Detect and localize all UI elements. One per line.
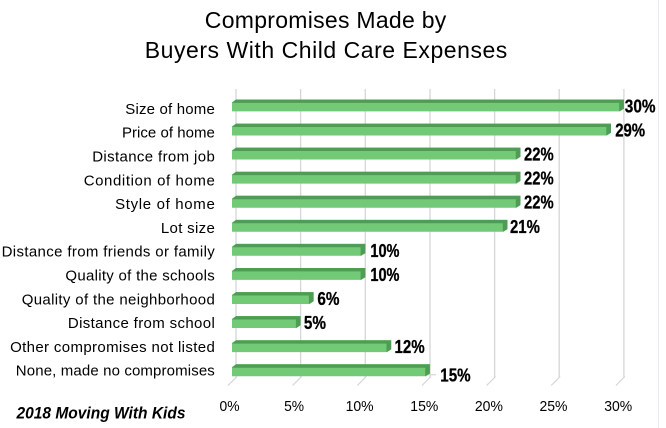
svg-text:Style of home: Style of home: [115, 196, 215, 213]
svg-text:30%: 30%: [625, 96, 656, 116]
svg-text:10%: 10%: [370, 265, 399, 285]
svg-text:Size of home: Size of home: [125, 101, 214, 118]
svg-text:Lot size: Lot size: [161, 220, 215, 237]
svg-text:0%: 0%: [220, 398, 240, 415]
svg-text:15%: 15%: [410, 398, 438, 415]
svg-text:29%: 29%: [615, 121, 645, 141]
svg-text:5%: 5%: [284, 398, 304, 415]
svg-text:Distance from friends or famil: Distance from friends or family: [2, 244, 216, 261]
svg-text:30%: 30%: [604, 398, 632, 415]
svg-text:20%: 20%: [475, 398, 503, 415]
svg-text:22%: 22%: [524, 145, 554, 165]
svg-text:Other compromises not listed: Other compromises not listed: [10, 339, 215, 356]
svg-text:12%: 12%: [395, 337, 425, 357]
svg-text:Distance from school: Distance from school: [68, 315, 215, 332]
svg-text:5%: 5%: [304, 313, 326, 333]
svg-text:Quality of the schools: Quality of the schools: [65, 268, 214, 285]
svg-text:Compromises Made by: Compromises Made by: [205, 7, 447, 33]
svg-text:Buyers With Child Care Expense: Buyers With Child Care Expenses: [145, 37, 508, 63]
svg-text:25%: 25%: [540, 398, 568, 415]
svg-text:6%: 6%: [317, 289, 339, 309]
svg-text:Quality of the neighborhood: Quality of the neighborhood: [22, 291, 215, 308]
svg-text:15%: 15%: [440, 366, 470, 386]
svg-text:10%: 10%: [346, 398, 374, 415]
svg-text:Distance from job: Distance from job: [92, 149, 215, 166]
svg-text:22%: 22%: [524, 169, 554, 189]
svg-text:None, made no compromises: None, made no compromises: [16, 363, 215, 380]
svg-text:21%: 21%: [510, 217, 540, 237]
svg-text:22%: 22%: [524, 193, 554, 213]
svg-text:10%: 10%: [370, 241, 399, 261]
svg-text:Condition of home: Condition of home: [84, 172, 215, 189]
svg-text:Price of home: Price of home: [122, 125, 215, 142]
svg-text:2018 Moving With Kids: 2018 Moving With Kids: [16, 404, 186, 423]
